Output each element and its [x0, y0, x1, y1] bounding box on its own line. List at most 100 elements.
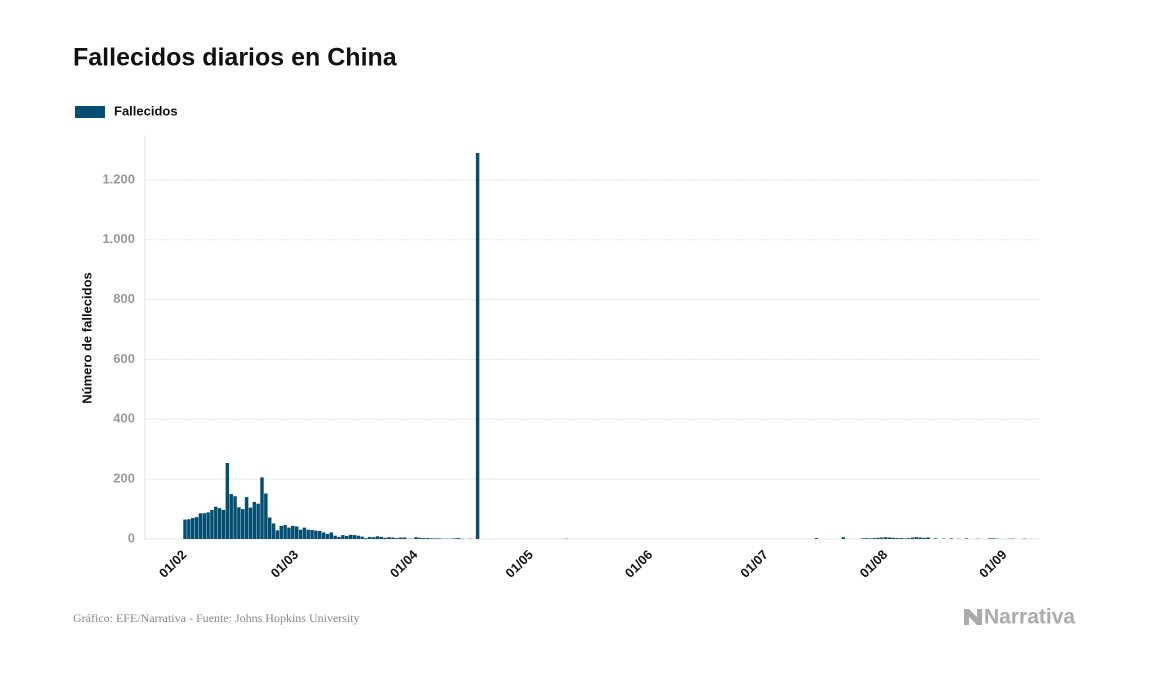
bar [306, 529, 310, 539]
x-tick-label: 01/04 [387, 546, 421, 580]
legend-label: Fallecidos [114, 103, 178, 118]
bar [383, 537, 387, 539]
bar [891, 537, 896, 539]
bar [237, 507, 241, 539]
bar [934, 538, 938, 539]
bar [456, 538, 461, 539]
bar [190, 518, 195, 539]
bar [244, 497, 249, 539]
bar [333, 535, 337, 539]
bar [987, 538, 992, 539]
x-tick-label: 01/08 [857, 547, 891, 581]
bar [229, 494, 233, 539]
y-tick-label: 600 [113, 351, 135, 366]
bar [949, 538, 953, 539]
bar [344, 536, 349, 539]
bar [914, 537, 919, 539]
bar [918, 537, 923, 539]
bar [452, 538, 457, 539]
x-tick-label: 01/02 [156, 547, 190, 581]
bar [206, 512, 210, 539]
bar [264, 493, 268, 539]
bar [964, 538, 969, 539]
bar [321, 532, 326, 539]
bar [883, 537, 888, 539]
brand: Narrativa [984, 606, 1075, 629]
bar [318, 530, 322, 539]
bar [256, 503, 260, 539]
bar [341, 535, 345, 539]
bar [252, 501, 257, 539]
x-tick-label: 01/07 [737, 547, 771, 581]
bar [876, 537, 880, 539]
bar [217, 508, 222, 539]
bar [903, 538, 907, 539]
bar [310, 530, 314, 539]
bar [429, 538, 434, 539]
bar [895, 538, 899, 539]
bar [887, 537, 892, 539]
bar [325, 533, 330, 539]
bar [275, 530, 280, 539]
x-tick-label: 01/05 [502, 547, 536, 581]
bar [221, 509, 226, 539]
y-tick-label: 1.000 [102, 231, 135, 246]
bar [421, 538, 426, 539]
brand-icon [964, 609, 982, 625]
bar [375, 536, 380, 539]
bar [194, 517, 199, 539]
bar [868, 538, 873, 539]
bar [337, 536, 341, 539]
bar [398, 537, 403, 539]
y-tick-label: 1.200 [102, 171, 135, 186]
bar [814, 538, 819, 539]
bar [899, 538, 903, 539]
bar [379, 536, 384, 539]
bar [880, 537, 884, 539]
bar [210, 509, 214, 539]
bar [279, 525, 283, 539]
legend-swatch [75, 106, 105, 118]
bar [271, 523, 276, 539]
bar [183, 519, 187, 539]
bar [414, 537, 418, 539]
bar [356, 535, 360, 539]
bar [360, 536, 364, 539]
bar [872, 538, 876, 539]
y-tick-label: 800 [113, 291, 135, 306]
bar [907, 538, 911, 539]
x-tick-label: 01/09 [976, 547, 1010, 581]
bar [926, 537, 930, 539]
bar [437, 538, 441, 539]
bar [214, 506, 218, 539]
bar [395, 538, 399, 539]
bar [364, 538, 368, 539]
bar [298, 529, 303, 539]
bar [198, 513, 203, 539]
bar [860, 538, 865, 539]
source: Gráfico: EFE/Narrativa - Fuente: Johns H… [73, 611, 360, 625]
bar [387, 537, 391, 539]
bar [241, 509, 245, 539]
x-tick-label: 01/03 [268, 547, 302, 581]
chart-title: Fallecidos diarios en China [73, 44, 398, 72]
bar [425, 538, 430, 539]
bar [187, 519, 191, 539]
y-tick-label: 0 [128, 530, 135, 545]
bar [348, 534, 353, 539]
bar [864, 538, 869, 539]
bar [402, 537, 407, 539]
bar [283, 524, 287, 539]
bar [291, 525, 295, 539]
bar [475, 152, 480, 539]
bar [314, 530, 318, 539]
bar [922, 537, 926, 539]
bar [202, 513, 206, 539]
bar [267, 517, 272, 539]
bar [391, 537, 395, 539]
bar [294, 526, 299, 539]
bar [248, 507, 253, 539]
bar [433, 538, 437, 539]
bar [352, 535, 357, 539]
y-axis-label: Número de fallecidos [79, 272, 94, 403]
